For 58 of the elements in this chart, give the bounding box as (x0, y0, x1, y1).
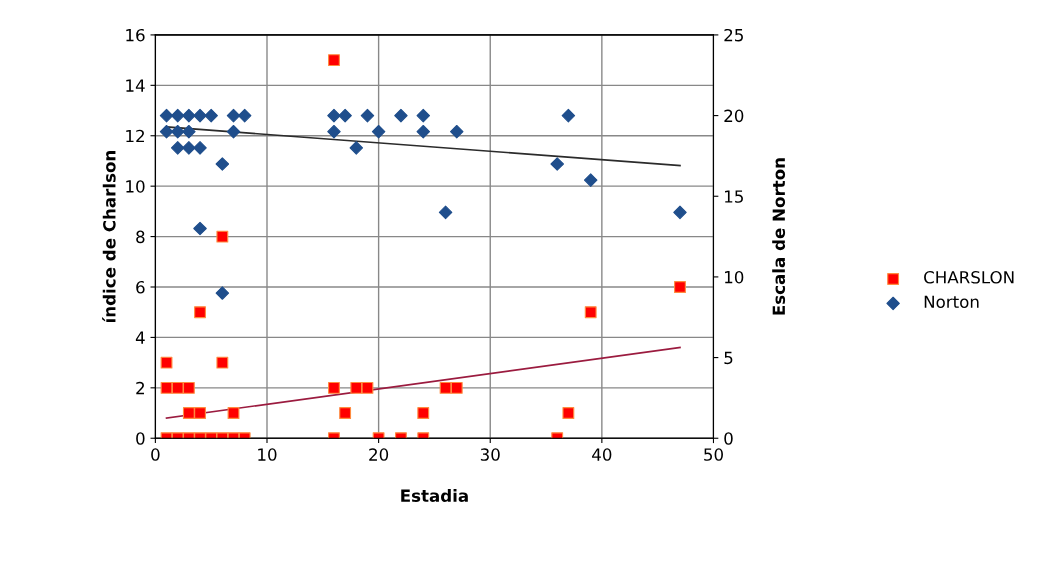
x-axis-title: Estadia (401, 489, 468, 502)
point (182, 108, 196, 123)
point (583, 173, 598, 187)
y2-tick-label: 15 (725, 190, 743, 203)
legend-label: Norton (924, 295, 979, 309)
point (170, 124, 185, 139)
point (449, 124, 464, 139)
point (159, 108, 174, 123)
y-tick-label: 10 (126, 180, 145, 193)
y-tick-label: 2 (136, 381, 144, 395)
point (416, 108, 431, 123)
y-tick-label: 8 (136, 230, 145, 244)
y2-tick-label: 20 (724, 109, 744, 123)
x-tick-label: 50 (704, 448, 723, 461)
point (226, 108, 241, 123)
point (416, 124, 431, 139)
point (327, 124, 341, 139)
point (438, 205, 453, 220)
x-tick-label: 0 (151, 448, 160, 461)
point (237, 108, 252, 123)
point (338, 108, 352, 123)
y2-tick-label: 5 (724, 351, 733, 365)
y-tick-label: 6 (136, 280, 145, 294)
point (193, 108, 207, 123)
y-axis-title: índice de Charlson (102, 151, 116, 323)
x-tick-label: 40 (592, 448, 612, 461)
legend-label: CHARSLON (924, 271, 1014, 284)
y-tick-label: 4 (135, 331, 145, 344)
point (170, 141, 185, 155)
x-tick-label: 10 (258, 448, 277, 461)
point (327, 108, 341, 123)
point (170, 108, 185, 123)
y2-tick-label: 0 (724, 432, 733, 445)
x-tick-label: 30 (480, 448, 500, 461)
point (394, 108, 408, 123)
point (215, 286, 230, 300)
point (550, 157, 564, 171)
point (371, 124, 386, 139)
point (226, 124, 241, 139)
y2-axis-title: Escala de Norton (772, 158, 786, 315)
x-tick-label: 20 (369, 448, 389, 461)
point (182, 141, 196, 155)
y2-tick-label: 10 (725, 270, 744, 284)
point (193, 141, 207, 155)
point (561, 108, 576, 123)
y-tick-label: 0 (136, 432, 145, 445)
y2-tick-label: 25 (724, 28, 743, 42)
point (193, 221, 207, 236)
point (349, 141, 364, 155)
y-tick-label: 12 (126, 129, 144, 143)
point (673, 205, 687, 220)
point (360, 108, 375, 123)
y-tick-label: 14 (126, 79, 145, 92)
point (204, 108, 218, 123)
y-tick-label: 16 (126, 28, 145, 42)
point (159, 124, 174, 139)
point (182, 124, 196, 139)
point (215, 157, 230, 171)
